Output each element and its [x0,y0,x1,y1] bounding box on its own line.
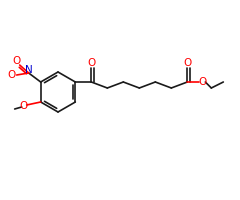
Text: O: O [12,56,21,66]
Text: N: N [25,65,33,75]
Text: O: O [87,58,96,68]
Text: O: O [198,77,206,87]
Text: O: O [7,70,16,80]
Text: O: O [19,101,28,111]
Text: O: O [183,58,192,68]
